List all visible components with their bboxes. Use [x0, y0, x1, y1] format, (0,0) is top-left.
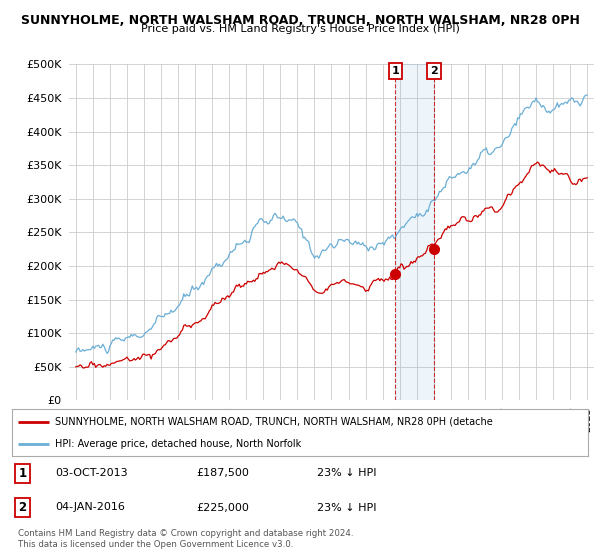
Text: HPI: Average price, detached house, North Norfolk: HPI: Average price, detached house, Nort…: [55, 438, 301, 449]
Text: 23% ↓ HPI: 23% ↓ HPI: [317, 502, 377, 512]
Text: £225,000: £225,000: [196, 502, 249, 512]
Text: Contains HM Land Registry data © Crown copyright and database right 2024.
This d: Contains HM Land Registry data © Crown c…: [18, 529, 353, 549]
Text: SUNNYHOLME, NORTH WALSHAM ROAD, TRUNCH, NORTH WALSHAM, NR28 0PH (detache: SUNNYHOLME, NORTH WALSHAM ROAD, TRUNCH, …: [55, 417, 493, 427]
Text: 2: 2: [19, 501, 26, 514]
Text: 1: 1: [392, 66, 399, 76]
Text: Price paid vs. HM Land Registry's House Price Index (HPI): Price paid vs. HM Land Registry's House …: [140, 24, 460, 34]
Text: 03-OCT-2013: 03-OCT-2013: [55, 468, 128, 478]
Text: 1: 1: [19, 467, 26, 480]
Text: £187,500: £187,500: [196, 468, 249, 478]
Bar: [395, 64, 434, 400]
Text: 04-JAN-2016: 04-JAN-2016: [55, 502, 125, 512]
Text: 23% ↓ HPI: 23% ↓ HPI: [317, 468, 377, 478]
Text: 2: 2: [430, 66, 438, 76]
Text: SUNNYHOLME, NORTH WALSHAM ROAD, TRUNCH, NORTH WALSHAM, NR28 0PH: SUNNYHOLME, NORTH WALSHAM ROAD, TRUNCH, …: [20, 14, 580, 27]
